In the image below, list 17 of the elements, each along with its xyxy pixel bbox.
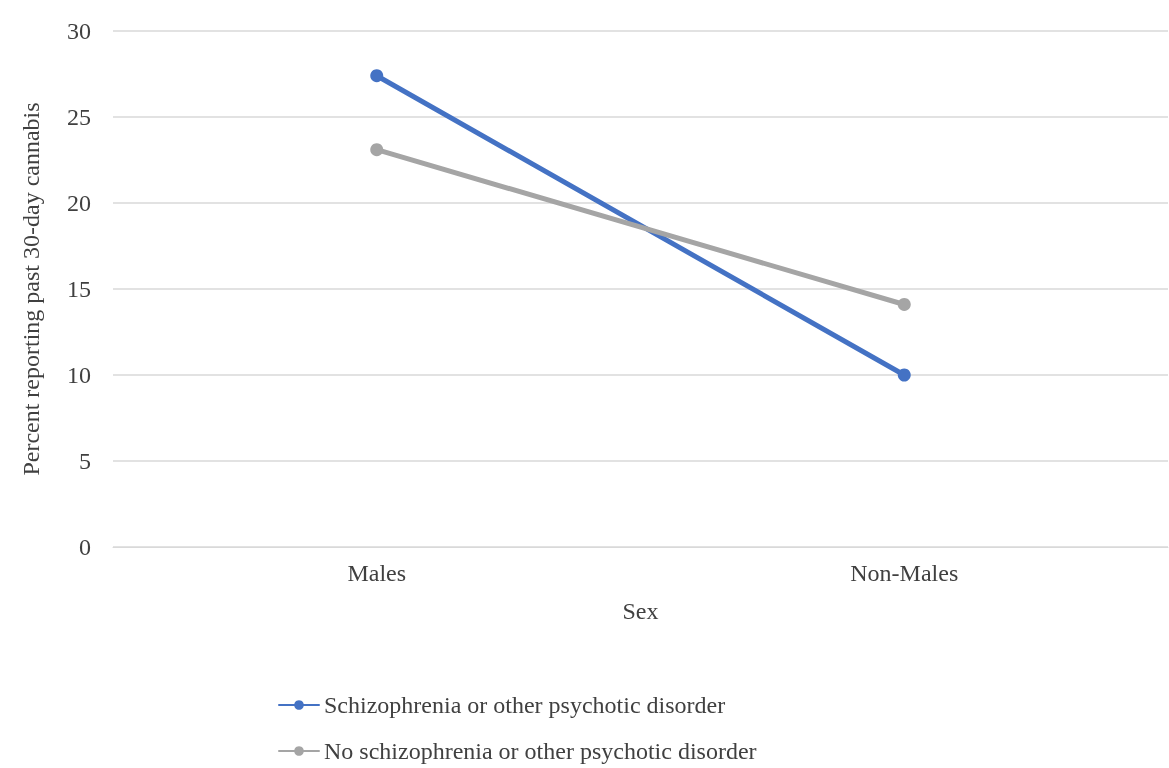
y-tick-label: 15 bbox=[67, 276, 91, 302]
x-tick-label: Males bbox=[347, 560, 407, 586]
x-axis-title: Sex bbox=[622, 598, 659, 624]
legend-label: Schizophrenia or other psychotic disorder bbox=[324, 692, 726, 718]
y-tick-label: 25 bbox=[67, 104, 91, 130]
point bbox=[897, 297, 911, 311]
y-tick-label: 10 bbox=[67, 362, 91, 388]
point bbox=[897, 368, 911, 382]
x-tick-label: Non-Males bbox=[850, 560, 959, 586]
y-axis-title: Percent reporting past 30-day cannabis bbox=[18, 102, 44, 476]
point bbox=[370, 69, 384, 83]
y-tick-label: 0 bbox=[79, 534, 91, 560]
y-tick-label: 20 bbox=[67, 190, 91, 216]
y-tick-label: 5 bbox=[79, 448, 91, 474]
point bbox=[370, 143, 384, 157]
y-tick-label: 30 bbox=[67, 18, 91, 44]
legend-label: No schizophrenia or other psychotic disorder bbox=[324, 738, 757, 764]
